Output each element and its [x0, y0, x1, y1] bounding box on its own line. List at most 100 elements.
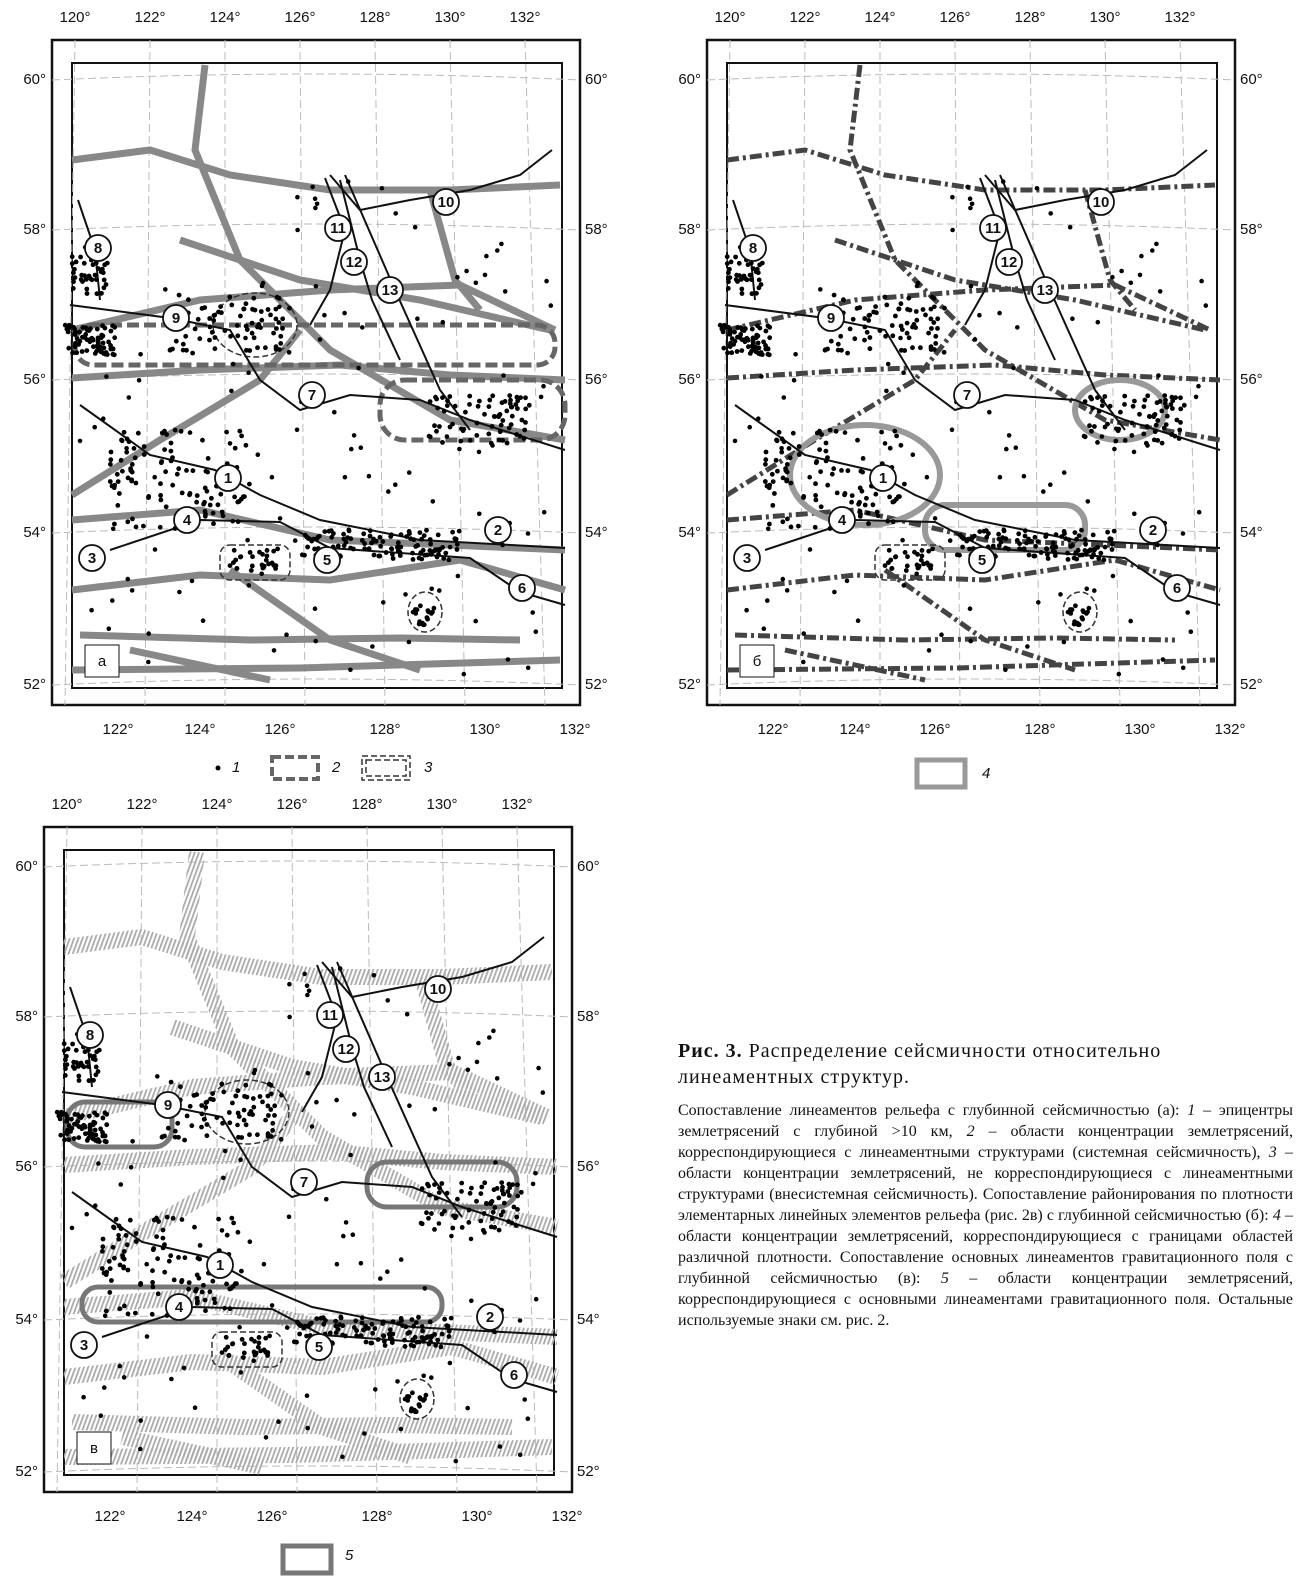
epicenter [866, 521, 871, 527]
marker-label: 1 [224, 470, 232, 487]
epicenter [310, 184, 315, 190]
epicenter [486, 404, 492, 409]
epicenter [1102, 424, 1108, 430]
lon-label-top: 130° [434, 9, 465, 26]
graticule [374, 39, 386, 706]
gravity-lineament [63, 1439, 553, 1465]
epicenter [251, 1104, 257, 1110]
epicenter [420, 620, 425, 626]
epicenter [270, 1120, 276, 1126]
epicenter [864, 329, 870, 335]
epicenter [199, 1289, 205, 1295]
epicenter [234, 323, 240, 328]
epicenter [450, 529, 455, 535]
caption-text: – области концентрации землетрясений, ко… [678, 1123, 1293, 1161]
epicenter [341, 1233, 346, 1239]
epicenter [80, 1113, 85, 1119]
epicenter [398, 532, 404, 538]
marker-circle [340, 248, 368, 276]
epicenter [478, 1218, 484, 1224]
epicenter [170, 1215, 176, 1221]
lat-label-left: 58° [678, 221, 701, 238]
epicenter [459, 1225, 465, 1230]
epicenter [935, 316, 941, 322]
epicenter [348, 667, 353, 673]
epicenter [110, 526, 116, 532]
epicenter [186, 1286, 192, 1292]
epicenter [380, 539, 386, 544]
epicenter [1154, 241, 1159, 247]
epicenter [313, 638, 319, 644]
epicenter [744, 607, 749, 613]
epicenter [362, 1431, 367, 1436]
epicenter [219, 1228, 225, 1233]
epicenter [396, 1321, 401, 1326]
legend-label: 2 [331, 759, 341, 776]
figure-label: Рис. 3. [678, 1040, 743, 1062]
density-boundary [1082, 189, 1137, 312]
epicenter [69, 1116, 74, 1122]
epicenter [342, 310, 347, 316]
epicenter [258, 309, 264, 314]
epicenter [523, 406, 529, 412]
epicenter [249, 1336, 254, 1342]
epicenter [987, 409, 992, 415]
marker-label: 12 [1001, 254, 1018, 271]
epicenter [506, 1181, 512, 1187]
epicenter [413, 1320, 419, 1325]
epicenter [287, 1014, 292, 1020]
epicenter [201, 1282, 206, 1288]
epicenter [122, 1303, 127, 1309]
epicenter [1145, 393, 1151, 399]
epicenter [244, 347, 249, 353]
epicenter [302, 971, 307, 977]
epicenter [950, 227, 955, 233]
epicenter [1188, 629, 1194, 634]
epicenter [138, 1281, 144, 1286]
epicenter [233, 1093, 239, 1099]
epicenter [785, 516, 790, 522]
epicenter [835, 341, 841, 347]
graticule [43, 1313, 573, 1321]
epicenter [271, 648, 277, 653]
epicenter [101, 277, 107, 283]
zone-extra [407, 591, 443, 633]
epicenter [232, 494, 238, 500]
epicenter [750, 266, 756, 271]
epicenter [790, 430, 796, 436]
epicenter [540, 1090, 546, 1095]
epicenter [871, 309, 877, 315]
marker-label: 9 [164, 1097, 172, 1114]
epicenter [796, 444, 802, 449]
marker-label: 9 [172, 310, 180, 327]
lon-label-top: 128° [351, 796, 382, 813]
epicenter [187, 1103, 193, 1109]
epicenter [446, 1334, 452, 1339]
epicenter [745, 262, 751, 268]
epicenter [538, 394, 544, 400]
epicenter [833, 428, 839, 434]
epicenter [230, 1100, 235, 1106]
epicenter [335, 543, 341, 549]
epicenter [77, 438, 83, 444]
epicenter [362, 541, 367, 547]
epicenter [788, 524, 794, 530]
epicenter [210, 510, 216, 516]
lat-label-right: 56° [1240, 371, 1263, 388]
epicenter [263, 557, 269, 563]
epicenter [80, 325, 86, 330]
epicenter [218, 491, 224, 497]
epicenter [511, 1204, 517, 1210]
epicenter [388, 534, 394, 539]
epicenter [1099, 403, 1105, 408]
epicenter [769, 471, 775, 477]
epicenter [297, 1331, 302, 1337]
epicenter [420, 1328, 425, 1334]
epicenter [1196, 383, 1201, 389]
epicenter [61, 1041, 67, 1047]
epicenter [229, 302, 235, 308]
epicenter [835, 347, 841, 353]
epicenter [230, 361, 236, 367]
epicenter [434, 396, 439, 402]
